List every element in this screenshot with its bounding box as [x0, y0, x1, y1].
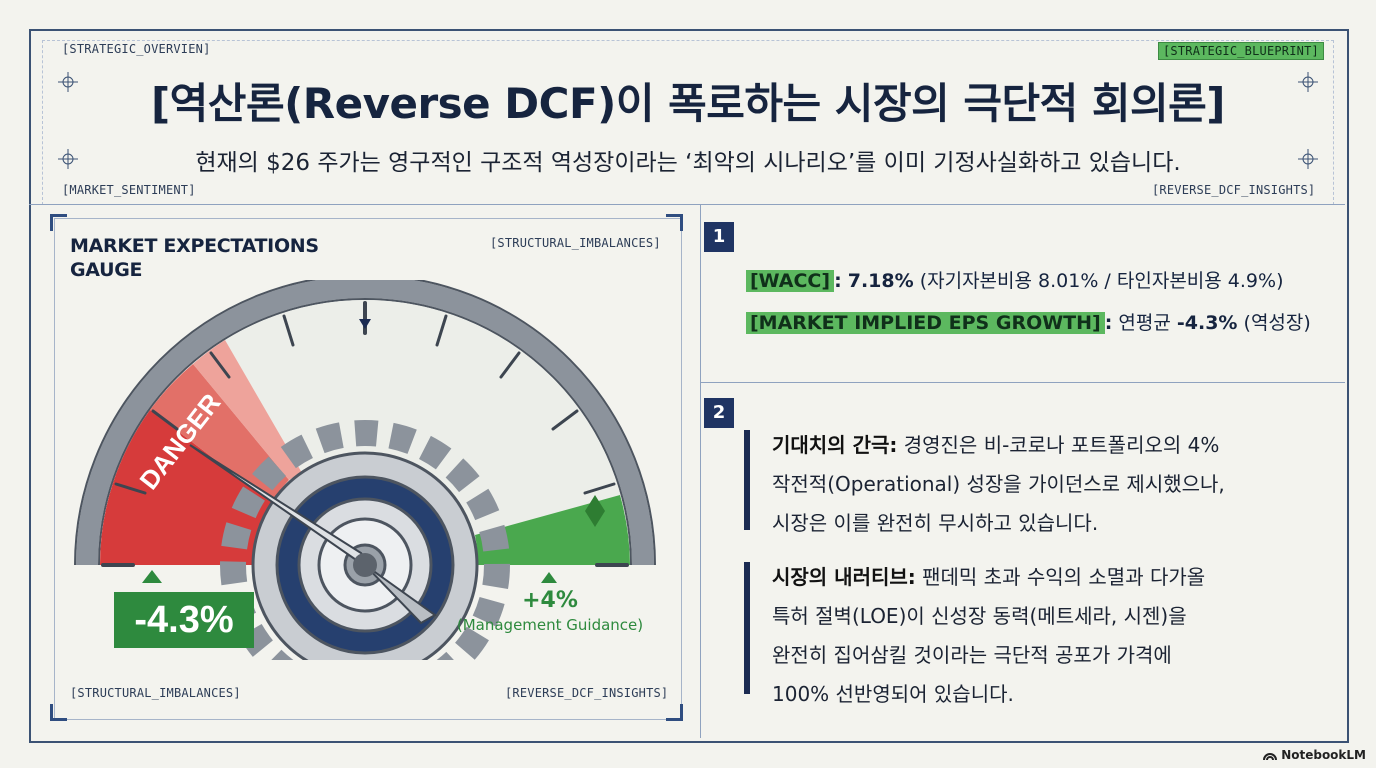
narr-line-4: 100% 선반영되어 있습니다.	[772, 682, 1014, 706]
wacc-tag: [WACC]	[746, 270, 835, 292]
gauge-title-line2: GAUGE	[70, 259, 143, 281]
narr-line-3: 완전히 집어삼킬 것이라는 극단적 공포가 가격에	[772, 643, 1172, 667]
tag-strategic-overview: [STRATEGIC_OVERVIEN]	[62, 42, 211, 56]
gap-line-3: 시장은 이를 완전히 무시하고 있습니다.	[772, 511, 1099, 535]
brand-name: NotebookLM	[1281, 748, 1366, 762]
wacc-row: [WACC]: 7.18% (자기자본비용 8.01% / 타인자본비용 4.9…	[746, 266, 1283, 293]
tag-structural-imbalances: [STRUCTURAL_IMBALANCES]	[70, 686, 241, 700]
divider-line	[29, 204, 1345, 205]
guidance-label: (Management Guidance)	[456, 616, 644, 634]
market-value-badge: -4.3%	[114, 592, 254, 648]
gauge-needle	[189, 444, 437, 625]
gauge-panel	[54, 218, 682, 720]
tag-strategic-blueprint: [STRATEGIC_BLUEPRINT]	[1158, 42, 1324, 60]
page-subtitle: 현재의 $26 주가는 영구적인 구조적 역성장이라는 ‘최악의 시나리오’를 …	[195, 150, 1181, 176]
crosshair-icon	[1298, 149, 1318, 169]
eps-colon: :	[1104, 312, 1113, 334]
divider-line	[700, 204, 701, 738]
eps-growth-row: [MARKET IMPLIED EPS GROWTH]: 연평균 -4.3% (…	[746, 308, 1311, 335]
narr-heading: 시장의 내러티브:	[772, 565, 916, 589]
gap-heading: 기대치의 간극:	[772, 433, 898, 457]
crosshair-icon	[1298, 72, 1318, 92]
narr-line-1-text: 팬데믹 초과 수익의 소멸과 다가올	[922, 565, 1206, 589]
notebooklm-logo-icon	[1263, 752, 1277, 760]
eps-value: -4.3%	[1176, 312, 1238, 334]
section-number-1: 1	[704, 222, 734, 252]
tag-structural-imbalances: [STRUCTURAL_IMBALANCES]	[490, 236, 661, 250]
gap-line-2: 작전적(Operational) 성장을 가이던스로 제시했으나,	[772, 472, 1225, 496]
section-number-2: 2	[704, 398, 734, 428]
quote-bar	[744, 562, 750, 694]
page-title: [역산론(Reverse DCF)이 폭로하는 시장의 극단적 회의론]	[150, 79, 1226, 128]
tag-market-sentiment: [MARKET_SENTIMENT]	[62, 183, 196, 197]
corner-marker	[50, 214, 67, 231]
guidance-value: +4%	[522, 588, 578, 613]
brand-watermark: NotebookLM	[1263, 748, 1366, 762]
corner-marker	[666, 704, 683, 721]
crosshair-icon	[58, 72, 78, 92]
narr-line-2: 특허 절벽(LOE)이 신성장 동력(메트세라, 시젠)을	[772, 604, 1187, 628]
corner-marker	[50, 704, 67, 721]
wacc-value: 7.18%	[847, 270, 914, 292]
quote-bar	[744, 430, 750, 530]
corner-marker	[666, 214, 683, 231]
eps-growth-tag: [MARKET IMPLIED EPS GROWTH]	[746, 312, 1105, 334]
crosshair-icon	[58, 149, 78, 169]
gauge-title: MARKET EXPECTATIONS GAUGE	[70, 234, 319, 282]
market-narrative-paragraph: 시장의 내러티브: 팬데믹 초과 수익의 소멸과 다가올 특허 절벽(LOE)이…	[772, 558, 1205, 714]
gap-line-1-text: 경영진은 비-코로나 포트폴리오의 4%	[903, 433, 1220, 457]
eps-suffix: (역성장)	[1243, 312, 1311, 334]
expectations-gauge: DANGER	[74, 280, 656, 660]
tag-reverse-dcf-insights: [REVERSE_DCF_INSIGHTS]	[1152, 183, 1316, 197]
wacc-detail: (자기자본비용 8.01% / 타인자본비용 4.9%)	[919, 270, 1284, 292]
gap-line-1: 기대치의 간극: 경영진은 비-코로나 포트폴리오의 4%	[772, 426, 1225, 465]
eps-prefix: 연평균	[1118, 312, 1171, 334]
narr-line-1: 시장의 내러티브: 팬데믹 초과 수익의 소멸과 다가올	[772, 558, 1205, 597]
wacc-colon: :	[834, 270, 842, 292]
gauge-title-line1: MARKET EXPECTATIONS	[70, 235, 319, 257]
outer-frame	[29, 29, 1349, 743]
divider-line	[700, 382, 1345, 383]
expectation-gap-paragraph: 기대치의 간극: 경영진은 비-코로나 포트폴리오의 4% 작전적(Operat…	[772, 426, 1225, 543]
tag-reverse-dcf-insights: [REVERSE_DCF_INSIGHTS]	[505, 686, 669, 700]
